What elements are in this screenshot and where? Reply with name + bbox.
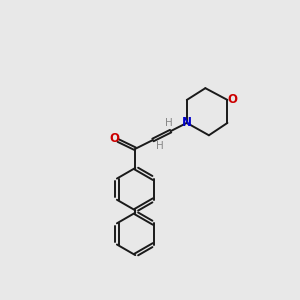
- Text: N: N: [182, 116, 192, 128]
- Text: H: H: [165, 118, 173, 128]
- Text: H: H: [155, 141, 163, 151]
- Text: O: O: [227, 93, 237, 106]
- Text: O: O: [110, 132, 119, 145]
